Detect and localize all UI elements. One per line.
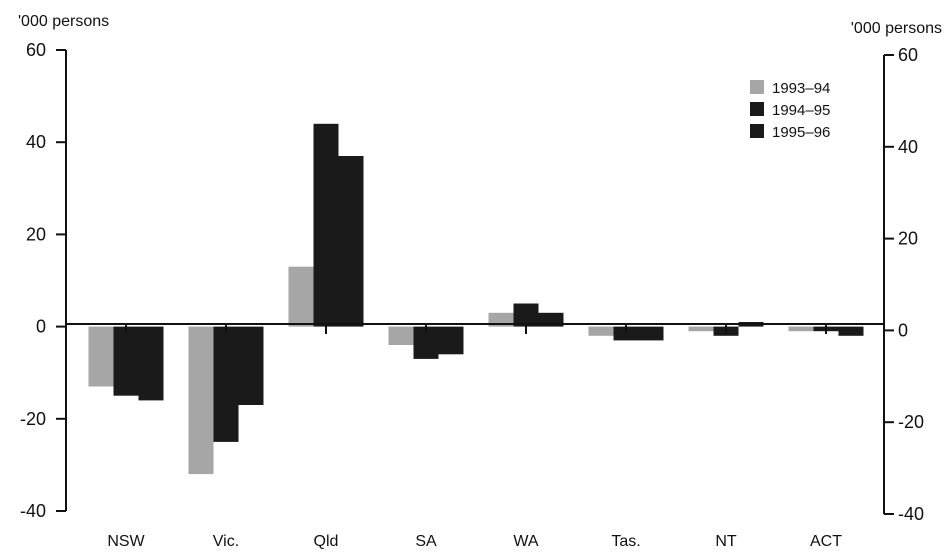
right-tick-label: -40	[898, 504, 924, 524]
left-tick-label: 40	[26, 132, 46, 152]
bars-layer	[88, 123, 864, 475]
right-tick-label: 60	[898, 45, 918, 65]
category-label-qld: Qld	[314, 533, 339, 550]
bar-qld-series-2	[313, 123, 339, 327]
bar-wa-series-2	[513, 303, 539, 327]
bar-sa-series-1	[388, 326, 414, 345]
bar-sa-series-3	[438, 326, 464, 355]
bar-vic-series-3	[238, 326, 264, 405]
category-label-act: ACT	[810, 533, 842, 550]
bar-tas-series-1	[588, 326, 614, 336]
left-tick-label: 0	[36, 317, 46, 337]
category-labels: NSW Vic. Qld SA WA Tas. NT ACT	[107, 324, 842, 550]
legend: 1993–94 1994–95 1995–96	[750, 80, 830, 141]
left-tick-label: 60	[26, 40, 46, 60]
axes-layer	[65, 50, 885, 514]
bar-nt-series-1	[688, 326, 714, 332]
bar-act-series-3	[838, 326, 864, 336]
category-label-wa: WA	[513, 533, 539, 550]
bar-nsw-series-3	[138, 326, 164, 401]
right-tick-label: 0	[898, 320, 908, 340]
right-axis-unit-label: '000 persons	[851, 20, 942, 37]
left-axis-unit-label: '000 persons	[18, 13, 109, 30]
legend-label-1: 1993–94	[772, 80, 830, 97]
legend-label-2: 1994–95	[772, 102, 830, 119]
right-tick-label: -20	[898, 412, 924, 432]
left-tick-labels: -40 -20 0 20 40 60	[20, 40, 66, 521]
bar-qld-series-1	[288, 266, 314, 327]
category-label-nt: NT	[715, 533, 737, 550]
right-tick-label: 40	[898, 137, 918, 157]
left-tick-label: -40	[20, 501, 46, 521]
left-tick-label: -20	[20, 409, 46, 429]
left-tick-label: 20	[26, 224, 46, 244]
legend-swatch-3	[750, 124, 764, 138]
bar-nsw-series-2	[113, 326, 139, 396]
bar-act-series-1	[788, 326, 814, 332]
right-tick-labels: -40 -20 0 20 40 60	[884, 45, 924, 524]
bar-nsw-series-1	[88, 326, 114, 387]
legend-label-3: 1995–96	[772, 124, 830, 141]
category-label-vic: Vic.	[213, 533, 239, 550]
right-tick-label: 20	[898, 229, 918, 249]
category-label-sa: SA	[415, 533, 437, 550]
bar-vic-series-2	[213, 326, 239, 442]
bar-vic-series-1	[188, 326, 214, 475]
bar-qld-series-3	[338, 156, 364, 327]
category-label-nsw: NSW	[107, 533, 145, 550]
legend-swatch-1	[750, 80, 764, 94]
legend-swatch-2	[750, 102, 764, 116]
category-label-tas: Tas.	[611, 533, 640, 550]
bar-tas-series-3	[638, 326, 664, 341]
